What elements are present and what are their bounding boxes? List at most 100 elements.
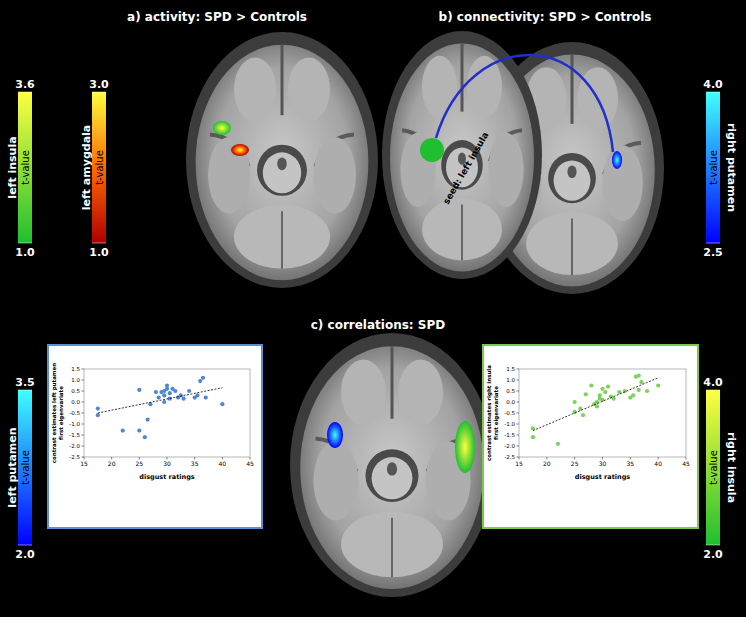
point xyxy=(168,391,172,395)
point xyxy=(182,397,186,401)
colorbar-tick-label: 3.6 xyxy=(15,78,35,91)
x-tick-label: 45 xyxy=(682,460,690,467)
colorbar-tick-label: 2.0 xyxy=(15,548,35,561)
colorbar-label: t-value xyxy=(20,150,31,185)
cerebellum xyxy=(422,198,502,260)
connectivity-arc xyxy=(436,55,613,152)
y-tick-label: -2.0 xyxy=(504,443,515,449)
point xyxy=(146,418,150,422)
x-tick-label: 30 xyxy=(163,460,171,467)
point xyxy=(595,400,599,404)
seed-label: seed: left insula xyxy=(441,130,491,206)
plot-frame xyxy=(519,369,686,457)
fissure xyxy=(391,346,394,419)
y-tick-label: -0.5 xyxy=(504,410,515,416)
colorbar-region: left insula xyxy=(6,136,19,198)
point xyxy=(187,389,191,393)
colorbar: t-valueright insula2.04.0 xyxy=(703,376,738,561)
fissure xyxy=(461,43,464,111)
x-tick-label: 15 xyxy=(80,460,88,467)
y-axis-label: contrast estimates right insula xyxy=(486,365,493,461)
trend-line xyxy=(98,388,222,413)
point xyxy=(645,389,649,393)
y-tick-label: 1.0 xyxy=(506,377,515,383)
fissure xyxy=(281,45,284,115)
chart-box xyxy=(48,345,262,528)
activation-blob xyxy=(213,121,231,135)
point xyxy=(154,390,158,394)
point xyxy=(581,413,585,417)
y-tick xyxy=(517,424,520,425)
cerebellum xyxy=(526,212,618,275)
y-tick xyxy=(517,380,520,381)
point xyxy=(165,383,169,387)
frontal-lobe xyxy=(288,58,330,122)
y-tick xyxy=(82,369,85,370)
y-tick xyxy=(82,402,85,403)
x-tick-label: 40 xyxy=(219,460,227,467)
temporal-lobe xyxy=(208,137,250,214)
y-tick xyxy=(82,413,85,414)
cistern xyxy=(257,145,307,196)
colorbar-scale xyxy=(706,390,720,545)
temporal-lobe xyxy=(488,133,523,207)
y-tick-label: 0.5 xyxy=(506,388,515,394)
point xyxy=(204,396,208,400)
y-tick xyxy=(517,435,520,436)
fossa xyxy=(387,462,397,475)
x-axis-label: disgust ratings xyxy=(575,473,630,481)
frontal-lobe xyxy=(234,58,276,122)
frontal-lobe xyxy=(398,359,443,425)
y-tick xyxy=(517,402,520,403)
point xyxy=(173,389,177,393)
point xyxy=(137,388,141,392)
colorbar-tick-label: 4.0 xyxy=(703,376,723,389)
point xyxy=(148,402,152,406)
scatter-chart: 15202530354045-2.5-2.0-1.5-1.0-0.50.00.5… xyxy=(483,345,698,528)
panel-title: c) correlations: SPD xyxy=(311,318,446,332)
cerebellum xyxy=(341,511,443,577)
colorbar-scale xyxy=(18,92,32,243)
colorbar-tick-label: 1.0 xyxy=(89,246,109,259)
point xyxy=(157,396,161,400)
point xyxy=(637,388,641,392)
colorbar-region: left putamen xyxy=(6,427,19,507)
point xyxy=(595,404,599,408)
y-tick xyxy=(82,391,85,392)
skull xyxy=(382,31,542,279)
fissure xyxy=(461,205,463,261)
colorbar-label: t-value xyxy=(94,150,105,185)
brain xyxy=(196,45,369,281)
point xyxy=(556,442,560,446)
x-tick-label: 35 xyxy=(191,460,199,467)
midbrain xyxy=(263,152,301,193)
colorbar-scale xyxy=(18,390,32,545)
y-tick xyxy=(82,457,85,458)
y-tick xyxy=(82,435,85,436)
colorbar-tick xyxy=(18,545,32,546)
x-tick-label: 35 xyxy=(627,460,635,467)
colorbar-scale xyxy=(706,92,720,243)
point xyxy=(195,393,199,397)
point xyxy=(531,435,535,439)
x-axis-label: disgust ratings xyxy=(139,473,194,481)
colorbar-region: right putamen xyxy=(725,123,738,212)
temporal-lobe xyxy=(314,137,356,214)
brain xyxy=(300,346,484,589)
y-tick xyxy=(82,424,85,425)
y-tick xyxy=(82,380,85,381)
colorbar-label: t-value xyxy=(708,150,719,185)
colorbar-tick xyxy=(18,92,32,93)
point xyxy=(639,380,643,384)
colorbar-scale xyxy=(92,92,106,243)
plot-marks xyxy=(531,374,660,446)
fossa xyxy=(567,165,576,178)
y-axis-label: contrast estimates left putamen xyxy=(51,363,58,464)
y-tick xyxy=(82,446,85,447)
point xyxy=(96,407,100,411)
point xyxy=(162,400,166,404)
point xyxy=(143,435,147,439)
point xyxy=(96,413,100,417)
brain-slice xyxy=(186,32,378,288)
fissure xyxy=(571,55,574,124)
